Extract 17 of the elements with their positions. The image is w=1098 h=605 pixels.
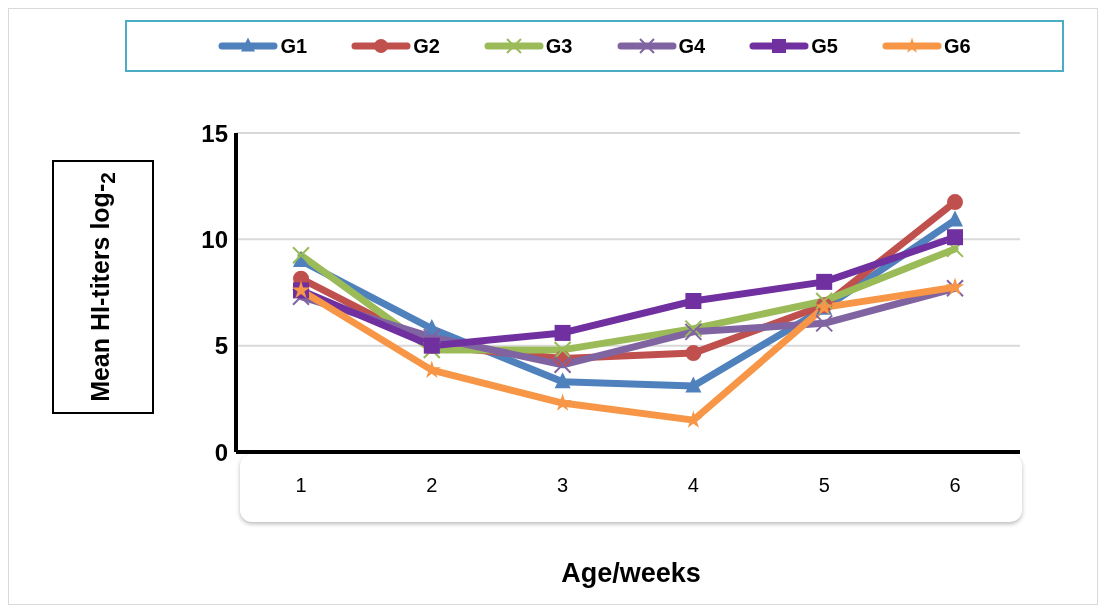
y-tick-label: 10 (201, 225, 228, 253)
x-axis-title: Age/weeks (560, 558, 702, 589)
y-tick-label: 5 (214, 332, 228, 360)
legend-label: G3 (545, 34, 573, 58)
x-tick-label: 3 (557, 474, 569, 497)
legend-label: G2 (413, 34, 440, 58)
legend-label: G6 (943, 34, 971, 58)
x-tick-label: 6 (949, 474, 961, 497)
y-tick-label: 15 (201, 119, 228, 147)
x-tick-label: 5 (818, 474, 830, 497)
legend-label: G4 (678, 34, 706, 58)
x-tick-label: 1 (295, 474, 307, 497)
y-tick-label: 0 (214, 438, 228, 466)
x-tick-label: 2 (426, 474, 438, 497)
legend-label: G1 (280, 34, 308, 58)
x-tick-label: 4 (687, 474, 699, 497)
legend-label: G5 (811, 34, 838, 58)
